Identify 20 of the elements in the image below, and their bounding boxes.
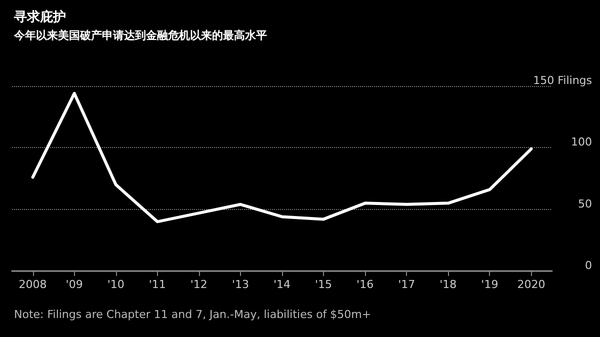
x-tick-label: '19 xyxy=(481,278,498,291)
chart-title: 寻求庇护 xyxy=(13,9,66,25)
x-tick-label: '15 xyxy=(315,278,332,291)
x-tick-label: '13 xyxy=(232,278,249,291)
y-tick-label: 0 xyxy=(585,259,592,272)
x-tick-label: 2008 xyxy=(18,278,47,291)
x-tick-label: '10 xyxy=(107,278,124,291)
y-tick-label: 100 xyxy=(571,136,592,149)
x-tick-label: '09 xyxy=(66,278,83,291)
x-tick-label: '18 xyxy=(440,278,457,291)
x-tick-label: '11 xyxy=(148,278,166,291)
x-tick-label: '16 xyxy=(356,278,374,291)
y-tick-label: 50 xyxy=(578,197,592,210)
text: Note: Filings are Chapter 11 and 7, Jan.-May, liabilities of $50m+ xyxy=(14,308,372,321)
y-tick-label: 150 Filings xyxy=(533,74,592,87)
x-tick-label: '12 xyxy=(190,278,208,291)
x-tick-label: 2020 xyxy=(517,278,546,291)
chart-subtitle: 今年以来美国破产申请达到金融危机以来的最高水平 xyxy=(13,29,267,42)
x-tick-label: '17 xyxy=(398,278,416,291)
x-tick-label: '14 xyxy=(273,278,291,291)
